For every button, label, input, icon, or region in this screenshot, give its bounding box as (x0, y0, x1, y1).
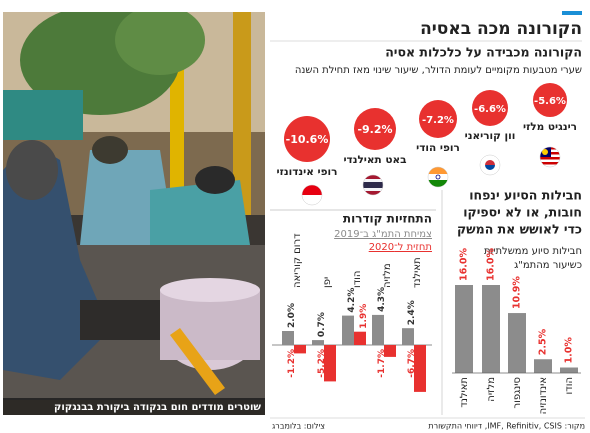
bar (455, 285, 473, 373)
value-label: -1.2% (287, 349, 297, 378)
x-tick-label: הודו (352, 271, 363, 288)
currency-circle (533, 83, 567, 117)
source: מקור: IMF, Refinitiv, CSIS, דיווחי התקשו… (428, 422, 585, 431)
currency-change: -6.6% (474, 104, 506, 115)
currency-name: רינגיט מלזי (523, 121, 577, 133)
bar (384, 345, 396, 357)
bar (372, 314, 384, 345)
bar (354, 331, 366, 345)
x-tick-label: אינדונזיה (538, 377, 549, 414)
bar (342, 315, 354, 345)
value-label: 16.0% (486, 248, 497, 281)
value-label: 4.2% (347, 288, 357, 313)
x-tick-label: יפן (322, 277, 333, 288)
photo-caption: שוטרים מודדים חום בנקודה ביקורת בבנגקוק (54, 402, 261, 413)
value-label: 0.7% (317, 312, 327, 337)
bar (508, 313, 526, 373)
x-tick-label: הודו (564, 377, 575, 394)
chart-title: כדי לאושש את המשק (457, 222, 582, 237)
value-label: 1.0% (564, 337, 575, 364)
value-label: 1.9% (359, 304, 369, 329)
chart-title: התחזיות קודרות (343, 212, 432, 226)
legend-entry: תחזית ל־2020 (369, 242, 432, 253)
photo-credit: צילום: בלומברג (272, 422, 325, 431)
bar (402, 328, 414, 345)
currency-name: רופי אינדונזי (277, 166, 338, 178)
description: שערי מטבעות מקומיים לעומת הדולר, שיעור ש… (295, 65, 582, 76)
chart-subtitle: כשיעור מהתמ"ג (514, 260, 582, 271)
currency-change: -5.6% (534, 96, 566, 107)
subtitle: הקורונה מכבידה על כלכלות אסיה (385, 45, 582, 60)
currency-change: -9.2% (357, 123, 392, 136)
currency-change: -10.6% (286, 133, 329, 146)
flag-india (428, 167, 448, 187)
bar (324, 345, 336, 382)
flag-malaysia (540, 147, 560, 167)
value-label: 2.4% (407, 300, 417, 325)
value-label: 4.3% (377, 287, 387, 312)
currency-name: רופי הודי (416, 142, 460, 154)
value-label: -6.7% (407, 349, 417, 378)
currency-circle (472, 90, 508, 126)
bar (482, 285, 500, 373)
photo (3, 12, 265, 415)
currency-name: באט תאילנדי (343, 154, 406, 166)
bar (282, 331, 294, 345)
currency-circle (419, 100, 457, 138)
accent-bar (562, 11, 582, 15)
flag-korea (480, 155, 500, 175)
currency-circle (284, 116, 330, 162)
bar (414, 345, 426, 392)
chart-subtitle: חבילות סיוע ממשלתיות (484, 246, 582, 257)
x-tick-label: תאילנד (412, 257, 423, 288)
x-tick-label: דרום קוריאה (292, 233, 303, 288)
legend-entry: צמיחת התמ"ג ב־2019 (334, 229, 432, 240)
value-label: 10.9% (512, 276, 523, 309)
currency-name: וון קוריאני (465, 130, 516, 142)
currency-change: -7.2% (422, 115, 454, 126)
bar (312, 340, 324, 345)
x-tick-label: מלזיה (486, 377, 497, 402)
value-label: 16.0% (459, 248, 470, 281)
flag-indonesia (302, 185, 322, 205)
flag-thailand (363, 175, 383, 195)
value-label: 2.0% (287, 303, 297, 328)
currency-circle (354, 108, 396, 150)
bar (560, 367, 578, 373)
title: הקורונה מכה באסיה (420, 19, 582, 39)
x-tick-label: תאילנד (459, 377, 470, 408)
bar (534, 359, 552, 373)
x-tick-label: סינגפור (512, 377, 523, 408)
chart-title: חבילות הסיוע ינפחו (469, 188, 582, 203)
x-tick-label: מלזיה (382, 263, 393, 288)
chart-title: חובות, או לא יספיקו (463, 205, 582, 220)
bar (294, 345, 306, 354)
value-label: 2.5% (538, 328, 549, 355)
value-label: -5.2% (317, 349, 327, 378)
value-label: -1.7% (377, 349, 387, 378)
